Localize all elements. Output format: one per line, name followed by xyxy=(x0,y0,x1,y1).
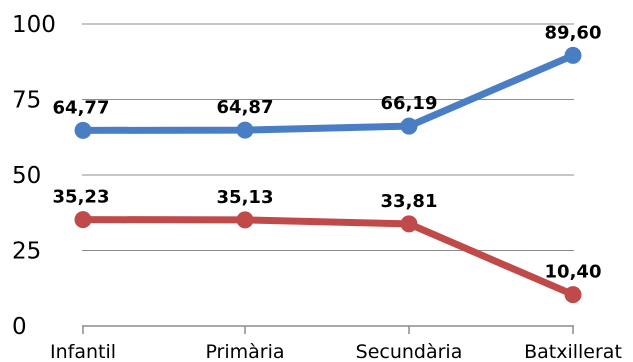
series-1-label-0: 35,23 xyxy=(53,187,110,208)
series-0-point-1 xyxy=(236,121,254,139)
y-tick-label-25: 25 xyxy=(12,239,41,265)
x-tick-label-3: Batxillerat xyxy=(524,341,622,362)
y-tick-label-0: 0 xyxy=(12,314,27,340)
y-tick-label-75: 75 xyxy=(12,88,41,114)
series-1-label-1: 35,13 xyxy=(217,187,274,208)
series-0-label-1: 64,87 xyxy=(217,97,274,118)
series-0-line xyxy=(79,51,577,134)
series-0-point-2 xyxy=(400,117,418,135)
series-0-label-0: 64,77 xyxy=(53,97,110,118)
series-1-label-2: 33,81 xyxy=(381,191,438,212)
series-0-point-0 xyxy=(74,121,92,139)
series-1-point-0 xyxy=(74,211,92,229)
series-1-point-2 xyxy=(400,215,418,233)
data-labels: 64,77 64,87 66,19 89,60 35,23 35,13 33,81 10,40 xyxy=(53,22,602,282)
x-tick-label-0: Infantil xyxy=(50,341,116,362)
gridlines xyxy=(82,23,574,251)
y-tick-label-100: 100 xyxy=(12,12,56,38)
series-1-point-3 xyxy=(564,286,582,304)
series-1-point-1 xyxy=(236,211,254,229)
y-tick-label-50: 50 xyxy=(12,163,41,189)
series-1-label-3: 10,40 xyxy=(545,262,602,283)
series-layer xyxy=(74,46,582,304)
x-tick-label-1: Primària xyxy=(205,341,284,362)
series-0-label-3: 89,60 xyxy=(545,22,602,43)
x-tick-label-2: Secundària xyxy=(356,341,463,362)
series-1-line xyxy=(79,216,577,299)
series-0-label-2: 66,19 xyxy=(381,93,438,114)
series-0-point-3 xyxy=(564,46,582,64)
axes: 0 25 50 75 100 Infantil Primària Secundària Batx… xyxy=(12,12,622,362)
